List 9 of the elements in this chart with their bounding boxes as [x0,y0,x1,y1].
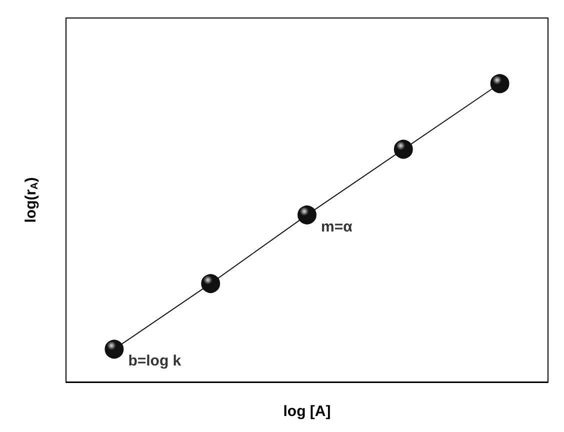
point [394,140,413,159]
point [298,205,316,224]
annotation: b=log k [128,352,182,370]
point [104,340,124,359]
point [201,274,220,294]
annotation: m=α [321,218,354,236]
y-axis-title: log(rA) [22,177,40,223]
x-axis-title: log [A] [283,403,331,420]
point [490,74,510,94]
